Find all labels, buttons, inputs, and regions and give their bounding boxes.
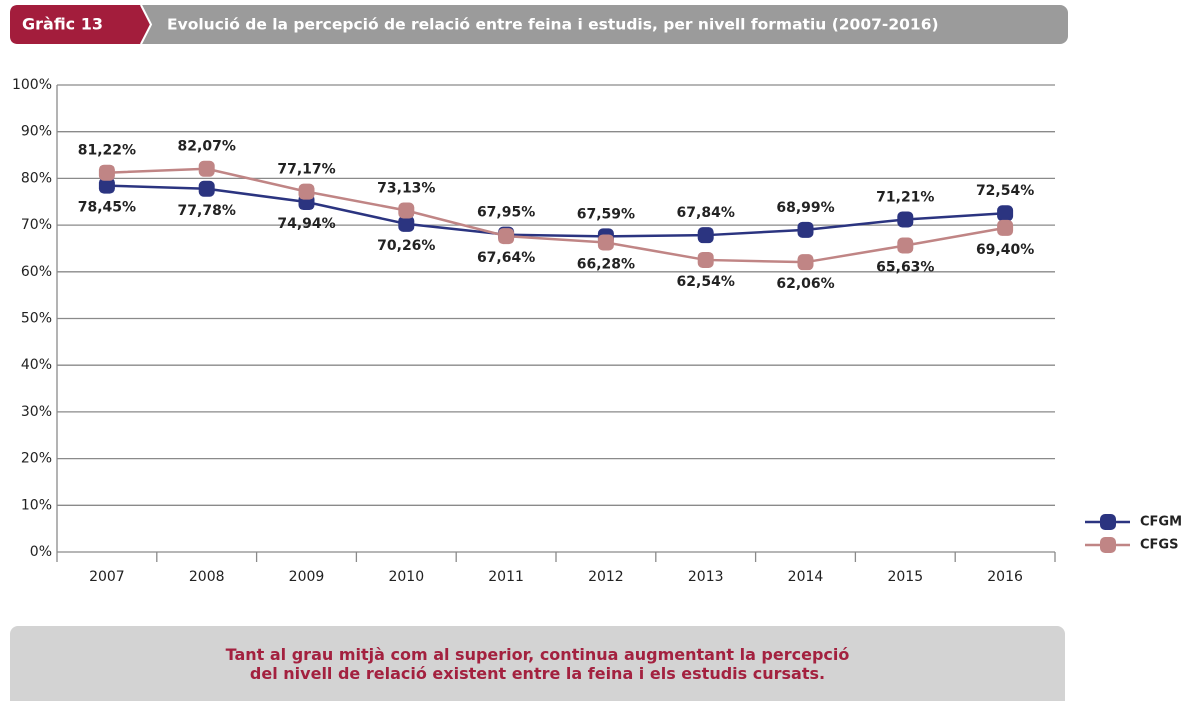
series-line (106, 167, 1006, 264)
x-tick-label: 2015 (887, 569, 923, 585)
y-tick-label: 0% (30, 544, 52, 560)
marker (498, 228, 515, 245)
legend-marker (1100, 537, 1116, 553)
note-box: Tant al grau mitjà com al superior, cont… (10, 626, 1065, 701)
chart-label: Gràfic 13 (22, 15, 103, 34)
value-label: 65,63% (876, 260, 934, 276)
x-tick-label: 2010 (388, 569, 424, 585)
badge-separator (140, 4, 153, 45)
chart: Gràfic 13 Evolució de la percepció de re… (10, 4, 1182, 585)
value-label: 67,64% (477, 250, 535, 266)
marker (398, 215, 415, 232)
value-label: 81,22% (78, 143, 136, 159)
marker (697, 251, 714, 268)
y-tick-label: 30% (21, 404, 52, 420)
y-tick-label: 90% (21, 124, 52, 140)
value-label: 77,78% (178, 203, 236, 219)
header-badge (10, 5, 150, 44)
value-label: 68,99% (776, 200, 834, 216)
x-tick-label: 2016 (987, 569, 1023, 585)
y-tick-label: 50% (21, 311, 52, 327)
value-label: 69,40% (976, 242, 1034, 258)
value-label: 62,06% (776, 276, 834, 292)
value-label: 67,84% (677, 205, 735, 221)
marker (198, 160, 215, 177)
y-tick-label: 10% (21, 497, 52, 513)
value-label: 66,28% (577, 256, 635, 272)
value-label: 77,17% (277, 162, 335, 178)
marker (98, 164, 115, 181)
marker (98, 177, 115, 194)
marker (298, 183, 315, 200)
marker (697, 227, 714, 244)
y-tick-label: 40% (21, 357, 52, 373)
x-tick-label: 2007 (89, 569, 125, 585)
y-tick-label: 80% (21, 170, 52, 186)
header-bar (10, 5, 1068, 44)
y-tick-label: 70% (21, 217, 52, 233)
y-tick-label: 60% (21, 264, 52, 280)
note: Tant al grau mitjà com al superior, cont… (225, 644, 850, 683)
marker (398, 202, 415, 219)
marker (198, 180, 215, 197)
marker (997, 205, 1014, 222)
chart-title: Evolució de la percepció de relació entr… (167, 16, 939, 34)
legend-marker (1100, 514, 1116, 530)
x-tick-label: 2014 (788, 569, 824, 585)
value-label: 62,54% (677, 274, 735, 290)
y-tick-label: 100% (12, 77, 52, 93)
marker (897, 211, 914, 228)
value-label: 74,94% (277, 216, 335, 232)
value-label: 82,07% (178, 139, 236, 155)
value-label: 67,59% (577, 206, 635, 222)
value-label: 73,13% (377, 180, 435, 196)
marker (997, 219, 1014, 236)
marker (797, 221, 814, 238)
value-label: 78,45% (78, 200, 136, 216)
legend-label: CFGS (1140, 538, 1178, 553)
marker (597, 234, 614, 251)
value-label: 71,21% (876, 189, 934, 205)
marker (797, 254, 814, 271)
marker (897, 237, 914, 254)
x-tick-label: 2008 (189, 569, 225, 585)
x-tick-label: 2012 (588, 569, 624, 585)
value-label: 67,95% (477, 205, 535, 221)
value-label: 70,26% (377, 238, 435, 254)
x-tick-label: 2011 (488, 569, 524, 585)
series-line (106, 184, 1006, 238)
y-tick-label: 20% (21, 451, 52, 467)
x-tick-label: 2013 (688, 569, 724, 585)
legend-label: CFGM (1140, 515, 1182, 530)
x-tick-label: 2009 (289, 569, 325, 585)
value-label: 72,54% (976, 183, 1034, 199)
